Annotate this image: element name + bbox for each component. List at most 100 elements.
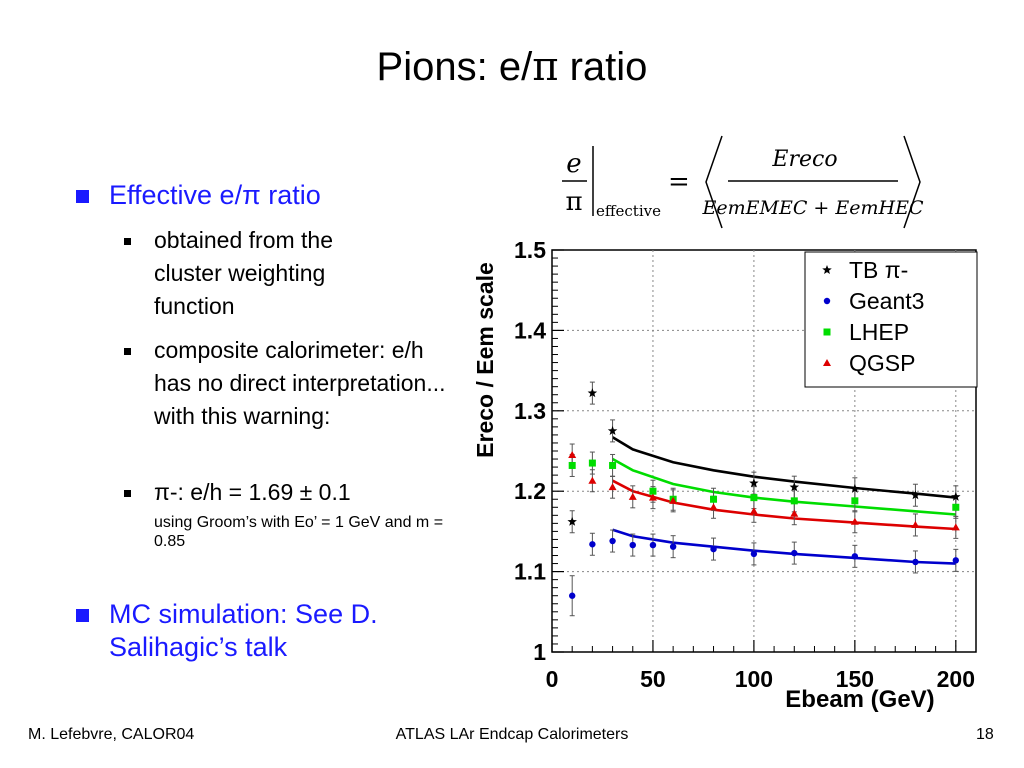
formula-rhs-denominator: EemEMEC + EemHEC (702, 197, 924, 219)
point-geant3 (750, 550, 758, 558)
legend-marker-lhep (823, 328, 831, 336)
formula-right-angle (903, 135, 921, 229)
bullet-mc-simulation: MC simulation: See D. Salihagic’s talk (76, 598, 419, 664)
point-tb (951, 491, 961, 501)
y-tick-label: 1.5 (514, 237, 546, 263)
point-lhep (851, 497, 859, 505)
point-tb (749, 478, 759, 488)
point-lhep (952, 503, 960, 511)
legend-marker-qgsp (823, 359, 831, 366)
legend-box (804, 251, 978, 388)
x-tick-label: 0 (546, 666, 559, 692)
point-geant3 (649, 541, 657, 549)
y-tick-label: 1.4 (514, 317, 546, 343)
y-tick-label: 1.2 (514, 478, 546, 504)
point-geant3 (609, 537, 616, 545)
bullet-square (76, 190, 89, 203)
slide-title: Pions: e/π ratio (0, 44, 1024, 90)
legend-label-lhep: LHEP (849, 319, 909, 345)
x-axis-label: Ebeam (GeV) (785, 686, 934, 713)
ratio-chart: 0 50 100 150 200 1 1.1 1.2 1.3 1.4 1.5 Ebeam (GeV)… (472, 237, 978, 713)
sub-bullet-text: obtained from the cluster weighting func… (154, 227, 334, 319)
sub-bullet-composite: composite calorimeter: e/h has no direct… (124, 334, 454, 433)
point-lhep (750, 494, 758, 502)
formula-denominator: π (565, 187, 582, 217)
point-tb (607, 425, 618, 435)
point-tb (587, 388, 598, 398)
point-geant3 (589, 541, 596, 548)
sub-bullet-cluster-weighting: obtained from the cluster weighting func… (124, 224, 454, 323)
point-geant3 (851, 553, 859, 560)
point-qgsp (850, 517, 859, 525)
point-qgsp (568, 451, 577, 459)
legend-label-qgsp: QGSP (849, 350, 915, 376)
y-tick-label: 1.1 (514, 559, 546, 585)
eh-value-text: π-: e/h = 1.69 ± 0.1 (154, 479, 351, 505)
footer-center: ATLAS LAr Endcap Calorimeters (395, 726, 629, 743)
sub-bullet-square (124, 348, 131, 355)
point-qgsp (628, 492, 637, 500)
effective-ratio-formula: e π effective = Ereco EemEMEC + EemHEC (562, 135, 924, 229)
title-prefix: Pions: e/ (376, 45, 533, 89)
bullet-effective-ratio: Effective e/π ratio (76, 179, 321, 212)
bullet-text: MC simulation: See D. Salihagic’s talk (109, 599, 378, 662)
point-lhep (568, 461, 576, 469)
axis-ticks (551, 249, 957, 653)
formula-rhs-numerator: Ereco (771, 147, 837, 172)
point-tb (850, 483, 860, 493)
footer-author: M. Lefebvre, CALOR04 (28, 726, 195, 743)
legend: TB π- Geant3 LHEP QGSP (804, 251, 978, 388)
point-qgsp (951, 523, 960, 531)
point-qgsp (749, 507, 758, 515)
sub-bullet-text: composite calorimeter: e/h has no direct… (154, 337, 446, 429)
point-tb (910, 490, 921, 500)
point-lhep (790, 497, 798, 505)
x-tick-label: 50 (640, 666, 666, 692)
point-geant3 (568, 592, 576, 599)
point-lhep (588, 459, 596, 467)
point-qgsp (709, 503, 718, 511)
point-tb (789, 482, 800, 492)
data-points (567, 388, 961, 599)
point-geant3 (669, 543, 677, 550)
x-tick-label: 200 (937, 666, 975, 692)
tick-labels: 0 50 100 150 200 1 1.1 1.2 1.3 1.4 1.5 (514, 237, 975, 692)
y-axis-label: Ereco / Eem scale (472, 262, 498, 458)
point-qgsp (608, 483, 617, 491)
legend-label-geant3: Geant3 (849, 288, 924, 314)
point-qgsp (648, 493, 657, 501)
bullet-square (76, 609, 89, 622)
point-lhep (649, 487, 657, 495)
point-geant3 (710, 545, 717, 553)
point-lhep (710, 495, 718, 503)
point-qgsp (588, 476, 597, 484)
sub-bullet-eh-value: π-: e/h = 1.69 ± 0.1 using Groom’s with … (124, 476, 454, 551)
point-tb (567, 516, 577, 526)
sub-bullet-square (124, 238, 131, 245)
formula-equals: = (668, 167, 690, 197)
point-qgsp (911, 520, 920, 528)
formula-left-angle (705, 135, 723, 229)
y-tick-label: 1 (533, 639, 546, 665)
point-qgsp (669, 496, 678, 504)
point-geant3 (629, 541, 636, 549)
point-geant3 (791, 549, 798, 557)
title-suffix: ratio (558, 45, 648, 89)
legend-marker-geant3 (823, 297, 831, 305)
point-geant3 (952, 557, 960, 564)
y-tick-label: 1.3 (514, 398, 546, 424)
bullet-text: Effective e/π ratio (109, 180, 321, 210)
point-qgsp (790, 509, 799, 517)
legend-marker-tb (822, 265, 832, 275)
footer-page-number: 18 (976, 726, 994, 743)
formula-numerator: e (566, 149, 581, 179)
x-tick-label: 150 (836, 666, 874, 692)
title-pi: π (532, 44, 559, 90)
formula-subscript: effective (596, 202, 661, 220)
point-lhep (609, 461, 617, 469)
groom-note: using Groom’s with Eo’ = 1 GeV and m = 0… (154, 514, 444, 550)
sub-bullet-square (124, 490, 131, 497)
x-tick-label: 100 (735, 666, 773, 692)
legend-label-tb: TB π- (849, 257, 908, 283)
point-geant3 (912, 558, 919, 566)
